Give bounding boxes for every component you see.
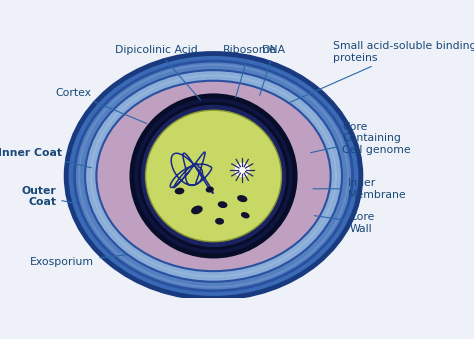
Ellipse shape: [74, 61, 353, 291]
Text: Core
Wall: Core Wall: [315, 212, 375, 234]
Text: Inner Coat: Inner Coat: [0, 148, 91, 168]
Ellipse shape: [206, 187, 213, 192]
Ellipse shape: [66, 54, 361, 298]
Text: Outer
Coat: Outer Coat: [22, 185, 76, 207]
Ellipse shape: [238, 196, 246, 201]
Text: Inner
Membrane: Inner Membrane: [313, 178, 407, 200]
Ellipse shape: [139, 103, 288, 248]
Ellipse shape: [219, 202, 227, 207]
Ellipse shape: [216, 219, 223, 224]
Ellipse shape: [96, 81, 331, 271]
Text: Exosporium: Exosporium: [30, 255, 126, 267]
Text: Cortex: Cortex: [55, 88, 147, 123]
Ellipse shape: [192, 206, 202, 214]
Ellipse shape: [175, 188, 183, 194]
Circle shape: [236, 163, 249, 177]
Ellipse shape: [146, 110, 282, 242]
Ellipse shape: [85, 70, 342, 282]
Text: Dipicolinic Acid: Dipicolinic Acid: [116, 45, 201, 100]
Text: Core
Containing
Cell genome: Core Containing Cell genome: [310, 122, 410, 155]
Text: DNA: DNA: [260, 45, 286, 96]
Text: Ribosome: Ribosome: [223, 45, 277, 98]
Ellipse shape: [242, 213, 249, 218]
Ellipse shape: [132, 96, 295, 256]
Text: Small acid-soluble binding
proteins: Small acid-soluble binding proteins: [290, 41, 474, 102]
